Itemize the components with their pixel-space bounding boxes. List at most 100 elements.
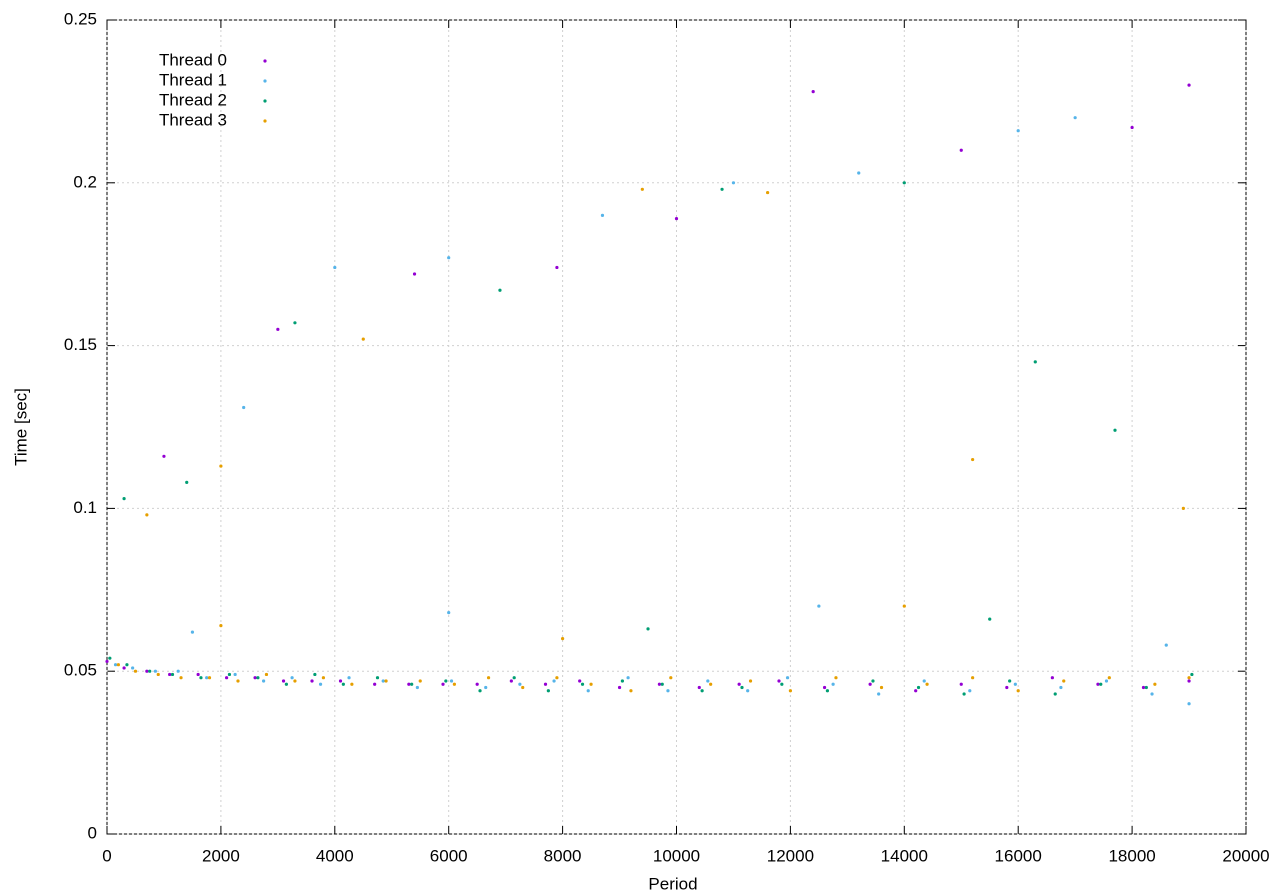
point [766, 190, 770, 195]
point [233, 672, 237, 677]
point [227, 672, 232, 677]
x-axis-label: Period [648, 874, 697, 893]
point [375, 676, 380, 680]
point [407, 682, 411, 686]
point [879, 685, 884, 690]
point [1005, 685, 1009, 690]
point [1033, 360, 1037, 364]
point [521, 685, 525, 690]
point [518, 682, 522, 686]
point [959, 148, 963, 152]
point [444, 679, 448, 683]
point [341, 682, 345, 686]
point [153, 669, 158, 673]
point [156, 672, 160, 677]
point [486, 676, 491, 680]
point [105, 659, 109, 664]
point [922, 679, 926, 683]
point [746, 689, 750, 693]
point [108, 656, 112, 660]
point [546, 689, 550, 693]
point [1096, 682, 1100, 686]
point [185, 480, 189, 484]
x-tick-label: 18000 [1108, 846, 1155, 865]
point [971, 457, 975, 462]
point [256, 676, 260, 680]
point [219, 464, 223, 468]
point [697, 685, 701, 690]
point [731, 181, 736, 185]
point [640, 187, 644, 191]
legend-marker [263, 119, 267, 123]
point [262, 679, 266, 683]
point [347, 676, 351, 680]
point [720, 187, 724, 191]
point [1181, 506, 1185, 510]
point [441, 682, 445, 686]
point [361, 337, 365, 341]
point [1073, 116, 1077, 120]
point [555, 676, 559, 680]
y-tick-label: 0.1 [73, 498, 97, 517]
point [666, 689, 670, 693]
y-tick-label: 0 [88, 823, 97, 842]
y-tick-label: 0.25 [64, 9, 97, 28]
point [914, 689, 918, 693]
x-tick-label: 2000 [202, 846, 240, 865]
legend-label: Thread 1 [159, 70, 227, 89]
point [179, 676, 183, 680]
point [700, 689, 704, 693]
point [737, 682, 741, 686]
x-tick-label: 12000 [767, 846, 814, 865]
point [1008, 679, 1012, 683]
point [168, 672, 172, 677]
point [313, 672, 317, 677]
y-axis-label: Time [sec] [11, 388, 30, 466]
point [1107, 676, 1111, 680]
legend-label: Thread 3 [159, 110, 227, 129]
point [484, 685, 488, 690]
point [338, 679, 343, 683]
point [412, 272, 417, 276]
point [205, 676, 209, 680]
x-tick-label: 20000 [1222, 846, 1269, 865]
point [1153, 682, 1157, 686]
point [822, 685, 827, 690]
x-tick-label: 14000 [881, 846, 928, 865]
point [284, 682, 288, 686]
point [1130, 125, 1134, 130]
point [452, 682, 456, 686]
point [620, 679, 624, 683]
point [916, 685, 921, 690]
point [410, 682, 414, 686]
point [1187, 679, 1191, 683]
point [748, 679, 753, 683]
point [145, 513, 149, 517]
point [834, 676, 838, 680]
point [1113, 428, 1117, 432]
x-tick-label: 16000 [995, 846, 1042, 865]
legend-marker [263, 59, 267, 63]
legend-marker [263, 79, 267, 83]
point [415, 685, 419, 690]
point [384, 679, 388, 683]
point [902, 181, 906, 185]
point [877, 692, 881, 696]
point [1187, 676, 1191, 680]
point [449, 679, 454, 683]
point [509, 679, 513, 683]
point [293, 321, 297, 325]
point [162, 454, 166, 458]
y-tick-label: 0.05 [64, 661, 97, 680]
point [586, 689, 590, 693]
point [1104, 679, 1109, 683]
point [131, 666, 135, 670]
point [617, 685, 622, 690]
point [293, 679, 297, 683]
point [629, 689, 633, 693]
point [959, 682, 963, 686]
point [281, 679, 286, 683]
legend-label: Thread 0 [159, 50, 227, 69]
x-tick-label: 6000 [430, 846, 468, 865]
point [447, 610, 451, 615]
